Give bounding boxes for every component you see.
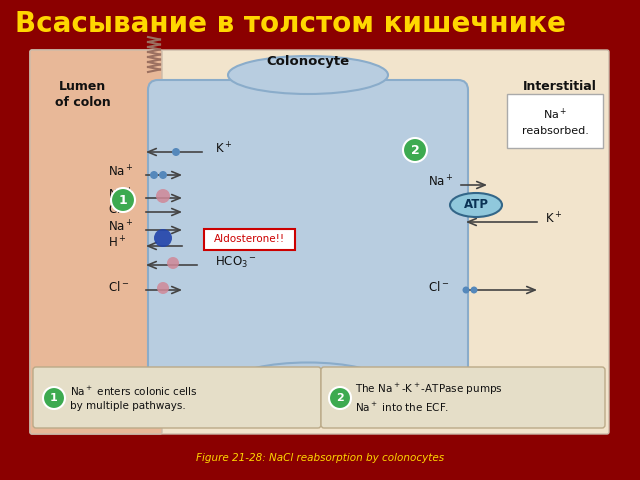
FancyBboxPatch shape [204,228,294,250]
Bar [0,0,640,48]
Text: 1: 1 [118,193,127,206]
Text: Na$^+$: Na$^+$ [428,174,454,190]
Text: ATP: ATP [463,199,488,212]
Text: Figure 21-28: NaCl reabsorption by colonocytes: Figure 21-28: NaCl reabsorption by colon… [196,453,444,463]
Circle shape [403,138,427,162]
Text: Na$^+$: Na$^+$ [108,187,134,203]
Text: Colonocyte: Colonocyte [266,56,349,69]
Circle shape [111,188,135,212]
Circle shape [172,148,180,156]
Text: Na$^+$: Na$^+$ [108,164,134,180]
Circle shape [167,257,179,269]
Text: Aldosterone!!: Aldosterone!! [213,234,285,244]
Circle shape [157,282,169,294]
Circle shape [470,287,477,293]
Circle shape [329,387,351,409]
Text: 1: 1 [50,393,58,403]
FancyBboxPatch shape [321,367,605,428]
FancyBboxPatch shape [148,80,468,380]
Text: H$^+$: H$^+$ [108,235,127,251]
Text: Cl$^-$: Cl$^-$ [108,280,129,294]
Bar [32,52,160,432]
Text: K$^+$: K$^+$ [545,211,563,227]
Text: Na$^+$
reabsorbed.: Na$^+$ reabsorbed. [522,107,588,136]
Text: 2: 2 [411,144,419,156]
Text: Na$^+$ enters colonic cells
by multiple pathways.: Na$^+$ enters colonic cells by multiple … [70,385,198,411]
Circle shape [43,387,65,409]
Text: Cl$^-$: Cl$^-$ [428,280,449,294]
Text: HCO$_3$$^-$: HCO$_3$$^-$ [215,254,257,270]
Text: Cl$^-$: Cl$^-$ [108,202,129,216]
FancyBboxPatch shape [30,50,609,434]
Text: 2: 2 [336,393,344,403]
FancyBboxPatch shape [507,94,603,148]
Text: K$^+$: K$^+$ [215,141,232,156]
Text: The Na$^+$-K$^+$-ATPase pumps
Na$^+$ into the ECF.: The Na$^+$-K$^+$-ATPase pumps Na$^+$ int… [355,382,502,414]
Circle shape [150,171,158,179]
FancyBboxPatch shape [33,367,321,428]
Ellipse shape [236,362,381,397]
Circle shape [159,171,167,179]
Ellipse shape [228,56,388,94]
Text: Lumen
of colon: Lumen of colon [55,80,111,109]
Text: Interstitial
fluid: Interstitial fluid [523,80,597,109]
Text: Всасывание в толстом кишечнике: Всасывание в толстом кишечнике [15,10,566,38]
Text: Na$^+$: Na$^+$ [108,219,134,235]
FancyBboxPatch shape [30,50,162,434]
Circle shape [463,287,470,293]
Ellipse shape [450,193,502,217]
Circle shape [154,229,172,247]
Circle shape [156,189,170,203]
